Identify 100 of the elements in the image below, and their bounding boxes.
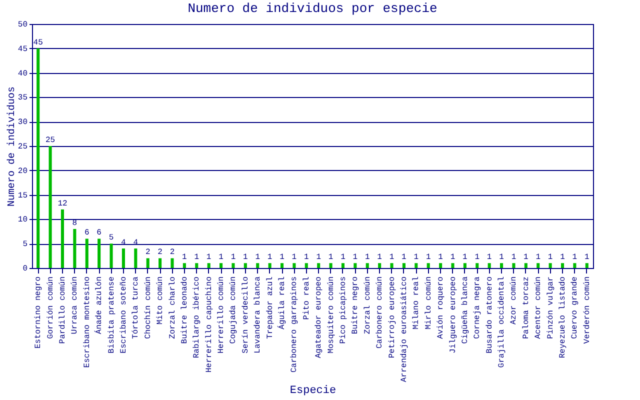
data-label: 1: [450, 253, 456, 262]
x-tick-label: Acentor común: [534, 276, 544, 339]
data-label: 25: [45, 136, 56, 145]
x-tick-label: Azor común: [510, 276, 519, 325]
data-label: 1: [499, 253, 504, 262]
x-tick-label: Trepador azul: [266, 276, 275, 339]
x-tick-label: Petirrojo europeo: [388, 276, 397, 358]
data-label: 1: [389, 253, 394, 262]
data-label: 1: [536, 253, 541, 262]
x-tick-label: Pico picapinos: [338, 276, 348, 344]
bar: [146, 258, 150, 268]
bar: [426, 263, 430, 268]
data-label: 1: [206, 253, 212, 262]
data-label: 1: [364, 253, 370, 262]
bar: [48, 146, 52, 268]
data-label: 1: [414, 253, 419, 262]
data-label: 1: [194, 253, 200, 262]
data-label: 6: [96, 228, 102, 238]
bar: [512, 263, 516, 268]
data-label: 1: [218, 253, 224, 262]
x-tick-label: Zorzal común: [363, 276, 372, 334]
x-tick-label: Escribano montesino: [82, 276, 92, 368]
x-tick-label: Bisbita pratense: [107, 276, 116, 354]
x-tick-label: Escribano soteño: [119, 276, 128, 354]
bar: [170, 258, 174, 268]
data-label: 1: [560, 253, 566, 262]
data-label: 1: [267, 253, 272, 262]
data-label: 1: [243, 253, 248, 262]
x-tick-label: Arrendajo euroasiático: [400, 276, 409, 382]
data-label: 1: [230, 253, 236, 262]
y-tick-label: 10: [18, 216, 28, 225]
bar: [292, 263, 296, 268]
data-label: 1: [474, 253, 480, 262]
data-label: 1: [377, 253, 382, 262]
bar: [304, 263, 308, 268]
bar: [158, 258, 162, 268]
bar: [414, 263, 418, 268]
y-tick-label: 25: [18, 142, 28, 152]
x-tick-label: Jilguero europeo: [448, 276, 458, 354]
data-label: 1: [182, 253, 188, 262]
x-tick-label: Paloma torcaz: [522, 276, 531, 339]
bar: [98, 238, 101, 268]
data-label: 1: [548, 253, 553, 262]
x-tick-label: Carbonero común: [376, 276, 385, 349]
x-tick-label: Herrerillo capuchino: [204, 276, 214, 373]
x-tick-label: Serín verdecillo: [241, 276, 250, 354]
bar: [220, 263, 223, 268]
bar: [195, 263, 198, 268]
x-tick-label: Lavandera blanca: [254, 276, 263, 354]
bar: [463, 263, 466, 268]
data-label: 2: [170, 248, 175, 258]
data-label: 1: [438, 253, 444, 262]
x-tick-label: Tórtola turca: [132, 276, 141, 339]
bar: [268, 263, 272, 268]
y-tick-label: 20: [18, 166, 28, 176]
x-tick-label: Agateador europeo: [314, 276, 324, 358]
data-label: 1: [255, 253, 260, 262]
data-label: 1: [524, 253, 529, 262]
bar: [134, 248, 138, 268]
bar: [182, 263, 186, 268]
x-tick-label: Chochín común: [144, 276, 153, 339]
x-tick-label: Cuervo grande: [570, 276, 580, 339]
data-label: 1: [486, 253, 492, 262]
bar: [244, 263, 247, 268]
x-tick-label: Gorrión común: [46, 276, 56, 339]
bar: [85, 238, 88, 268]
y-tick-label: 0: [22, 264, 28, 274]
data-label: 1: [304, 253, 309, 262]
x-tick-label: Rabilargo ibérico: [192, 276, 202, 358]
bar: [390, 263, 394, 268]
x-tick-label: Cogujada común: [229, 276, 238, 344]
x-tick-label: Mito común: [156, 276, 166, 325]
data-label: 5: [108, 234, 114, 243]
x-tick-label: Ánade azulón: [94, 276, 104, 334]
y-tick-label: 45: [18, 44, 28, 54]
data-label: 1: [280, 253, 285, 262]
data-label: 1: [292, 253, 297, 262]
bar: [73, 228, 76, 268]
data-label: 1: [316, 253, 322, 262]
x-tick-label: Herrerillo común: [217, 276, 226, 354]
bar: [317, 263, 320, 268]
bar: [488, 263, 491, 268]
bar: [329, 263, 332, 268]
bar: [560, 263, 564, 268]
bar: [122, 248, 125, 268]
bar: [366, 263, 369, 268]
bar: [536, 263, 540, 268]
x-tick-label: Zorzal charlo: [168, 276, 178, 339]
data-label: 2: [158, 248, 163, 258]
bar: [548, 263, 552, 268]
data-label: 45: [33, 38, 44, 48]
bar: [500, 263, 504, 268]
x-tick-label: Pito real: [302, 276, 312, 320]
data-label: 2: [145, 248, 150, 258]
x-tick-label: Verderón común: [582, 276, 592, 344]
x-axis-title: Especie: [290, 385, 336, 398]
y-tick-label: 35: [18, 94, 28, 103]
x-tick-label: Corneja negra: [473, 276, 482, 339]
bar: [451, 263, 454, 268]
x-tick-label: Grajilla occidental: [498, 276, 507, 368]
